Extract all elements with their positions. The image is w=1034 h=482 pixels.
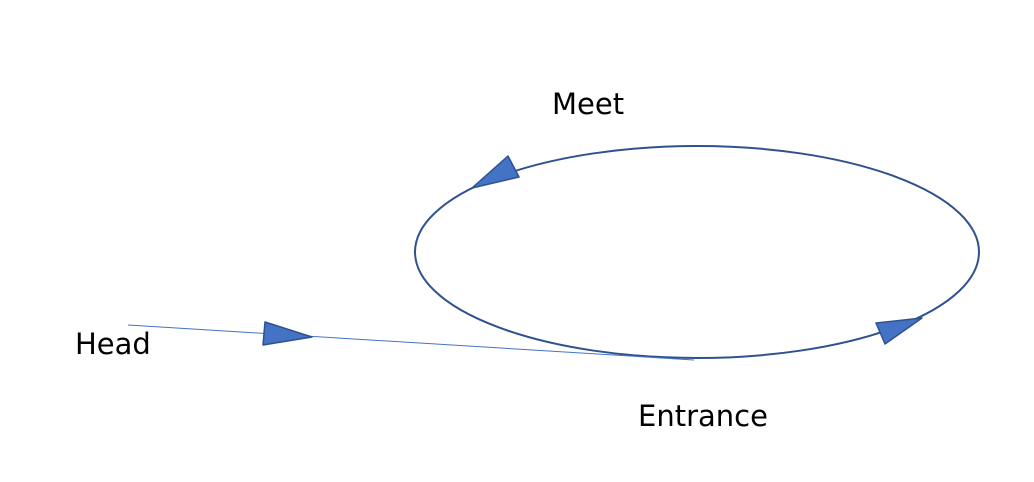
- meet-arrow: [471, 155, 520, 189]
- head-to-entrance-line: [127, 324, 695, 361]
- entrance-label: Entrance: [638, 399, 768, 433]
- cycle-loop: [414, 145, 980, 359]
- loop-lower-right-arrow: [875, 317, 923, 345]
- meet-label: Meet: [552, 87, 625, 121]
- head-label: Head: [75, 327, 151, 361]
- head-line-arrow: [262, 321, 313, 346]
